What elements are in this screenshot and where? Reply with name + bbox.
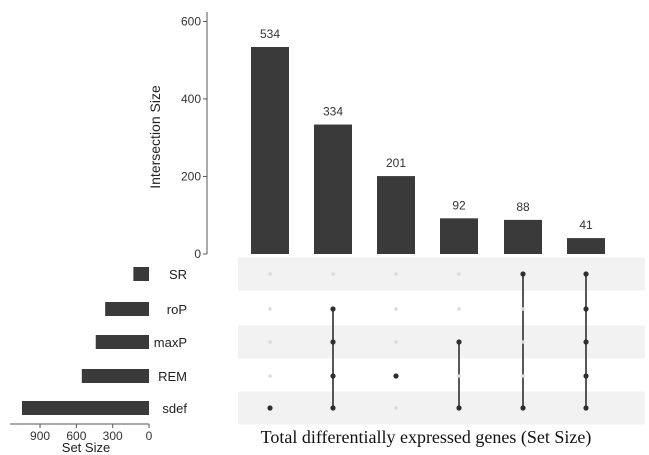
matrix-dot-active: [330, 373, 336, 379]
matrix-dot-active: [330, 405, 336, 411]
matrix-dot-inactive: [394, 272, 398, 276]
matrix-dot-inactive: [457, 374, 461, 378]
matrix-dots: [267, 271, 589, 411]
matrix-dot-inactive: [268, 374, 272, 378]
matrix-dot-inactive: [394, 406, 398, 410]
matrix-dot-active: [583, 271, 589, 277]
matrix-dot-active: [583, 339, 589, 345]
intersection-value-label: 88: [516, 200, 530, 214]
intersection-bar: [314, 124, 352, 254]
set-size-tick-label: 300: [103, 429, 123, 443]
intersection-value-label: 92: [452, 198, 466, 212]
intersection-bar: [567, 238, 605, 254]
intersection-bar: [251, 47, 289, 254]
matrix-dot-inactive: [521, 307, 525, 311]
y-tick-label: 0: [194, 247, 201, 261]
matrix-dot-active: [583, 405, 589, 411]
set-name-label: SR: [169, 267, 187, 282]
intersection-value-label: 201: [386, 156, 406, 170]
matrix-dot-active: [520, 405, 526, 411]
set-name-labels: SR roP maxP REM sdef: [154, 267, 188, 416]
intersection-bars: [251, 47, 605, 254]
set-size-axis: 900 600 300 0: [10, 423, 153, 443]
intersection-axis: 0 200 400 600: [181, 12, 208, 261]
matrix-dot-active: [456, 405, 462, 411]
set-name-label: sdef: [162, 401, 187, 416]
matrix-dot-active: [520, 271, 526, 277]
matrix-dot-inactive: [268, 272, 272, 276]
matrix-dot-inactive: [521, 374, 525, 378]
matrix-dot-active: [330, 306, 336, 312]
matrix-stripe: [238, 257, 645, 291]
set-size-tick-label: 0: [146, 429, 153, 443]
set-size-bar: [22, 401, 149, 415]
intersection-value-labels: 534 334 201 92 88 41: [260, 27, 593, 232]
set-size-tick-label: 900: [30, 429, 50, 443]
intersection-bar: [504, 219, 542, 254]
intersection-bar: [377, 176, 415, 254]
matrix-dot-active: [583, 373, 589, 379]
set-name-label: REM: [158, 369, 187, 384]
matrix-dot-inactive: [268, 340, 272, 344]
set-size-bars: [22, 267, 149, 415]
matrix-dot-inactive: [331, 272, 335, 276]
matrix-dot-inactive: [394, 340, 398, 344]
matrix-stripe: [238, 391, 645, 425]
y-tick-label: 600: [181, 14, 201, 28]
y-tick-label: 400: [181, 92, 201, 106]
set-size-bar: [133, 267, 149, 281]
intersection-value-label: 534: [260, 27, 280, 41]
matrix-dot-inactive: [521, 340, 525, 344]
matrix-dot-inactive: [457, 272, 461, 276]
set-name-label: roP: [167, 302, 187, 317]
chart-caption: Total differentially expressed genes (Se…: [261, 427, 592, 448]
matrix-dot-active: [393, 373, 399, 379]
set-size-bar: [105, 302, 149, 316]
y-tick-label: 200: [181, 169, 201, 183]
matrix-dot-inactive: [394, 307, 398, 311]
matrix-dot-inactive: [268, 307, 272, 311]
matrix-dot-active: [267, 405, 273, 411]
matrix-dot-inactive: [457, 307, 461, 311]
intersection-bar: [440, 218, 478, 254]
x-axis-label: Set Size: [62, 440, 110, 455]
set-size-bar: [95, 335, 149, 349]
matrix-dot-active: [330, 339, 336, 345]
set-size-tick-label: 600: [66, 429, 86, 443]
set-size-bar: [81, 369, 149, 383]
matrix-dot-active: [583, 306, 589, 312]
set-name-label: maxP: [154, 335, 187, 350]
intersection-value-label: 334: [323, 105, 343, 119]
y-axis-label: Intersection Size: [147, 85, 163, 189]
intersection-value-label: 41: [579, 218, 593, 232]
matrix-dot-active: [456, 339, 462, 345]
matrix-stripe: [238, 325, 645, 359]
matrix-stripes: [238, 257, 645, 425]
